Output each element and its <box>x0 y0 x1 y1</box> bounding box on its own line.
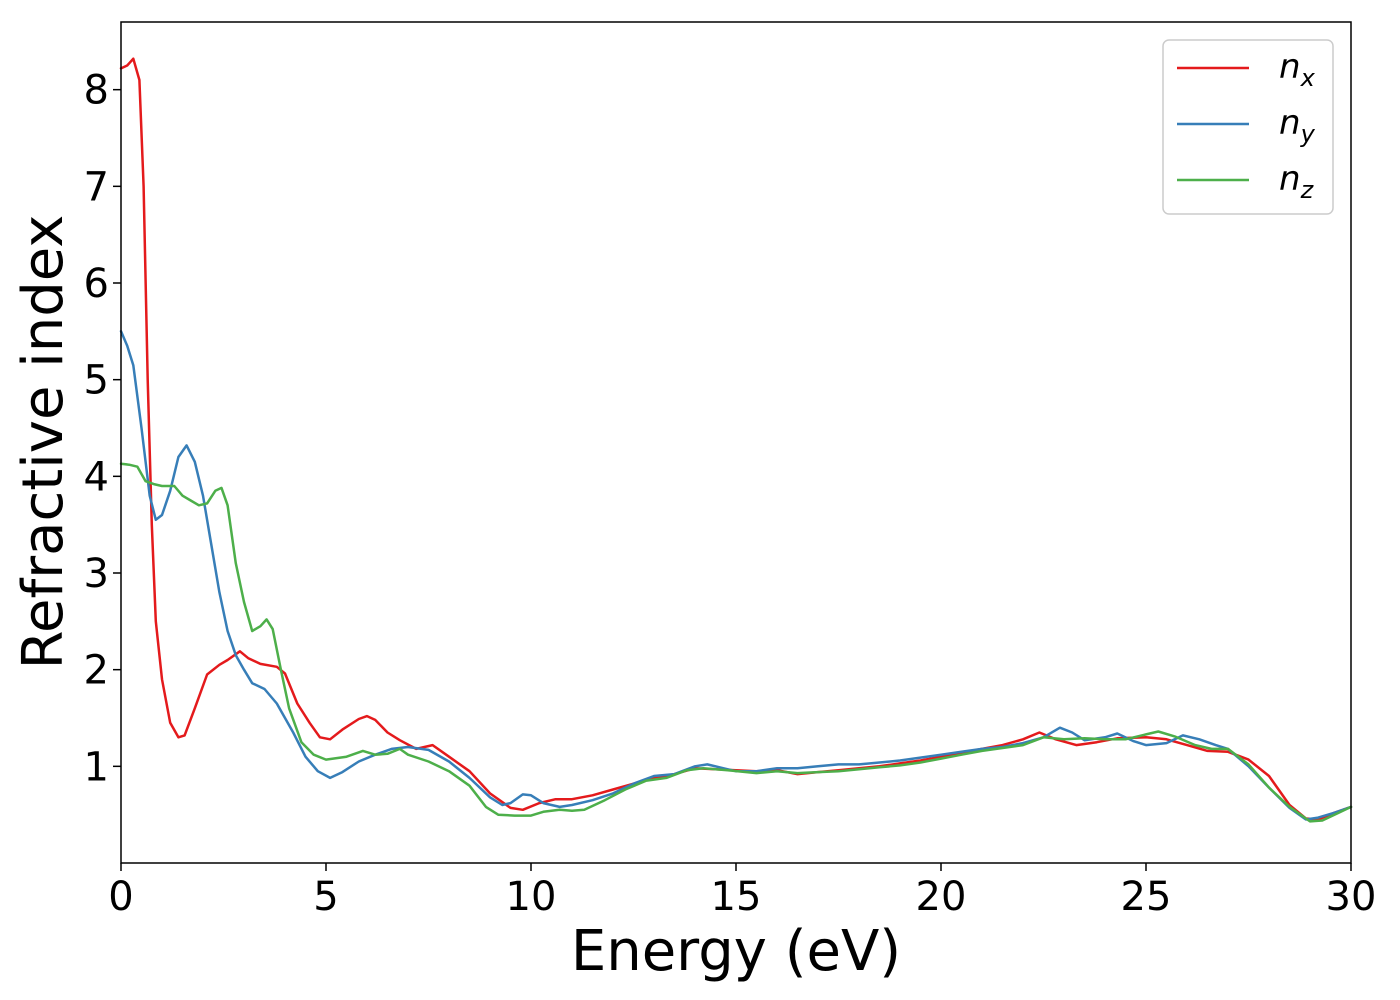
x-axis-ticks: 0 5 10 15 20 25 30 <box>108 863 1376 920</box>
series-line-n-x <box>119 57 1353 821</box>
y-tick-label: 3 <box>84 551 109 597</box>
x-axis-title: Energy (eV) <box>571 919 901 984</box>
y-tick-label: 8 <box>84 68 109 114</box>
x-tick-label: 30 <box>1326 874 1377 920</box>
plot-lines <box>119 57 1353 823</box>
x-tick-label: 0 <box>108 874 133 920</box>
y-tick-label: 7 <box>84 164 109 210</box>
y-axis-title: Refractive index <box>11 215 76 670</box>
y-tick-label: 1 <box>84 744 109 790</box>
x-tick-label: 5 <box>313 874 338 920</box>
legend-frame <box>1162 39 1334 215</box>
x-tick-label: 25 <box>1121 874 1172 920</box>
y-tick-label: 5 <box>84 358 109 404</box>
series-line-n-z <box>119 462 1353 823</box>
y-axis-ticks: 1 2 3 4 5 6 7 8 <box>84 68 121 790</box>
series-line-n-y <box>119 330 1353 821</box>
y-tick-label: 2 <box>84 648 109 694</box>
x-tick-label: 15 <box>711 874 762 920</box>
x-tick-label: 10 <box>506 874 557 920</box>
y-tick-label: 4 <box>84 454 109 500</box>
y-tick-label: 6 <box>84 261 109 307</box>
x-tick-label: 20 <box>916 874 967 920</box>
